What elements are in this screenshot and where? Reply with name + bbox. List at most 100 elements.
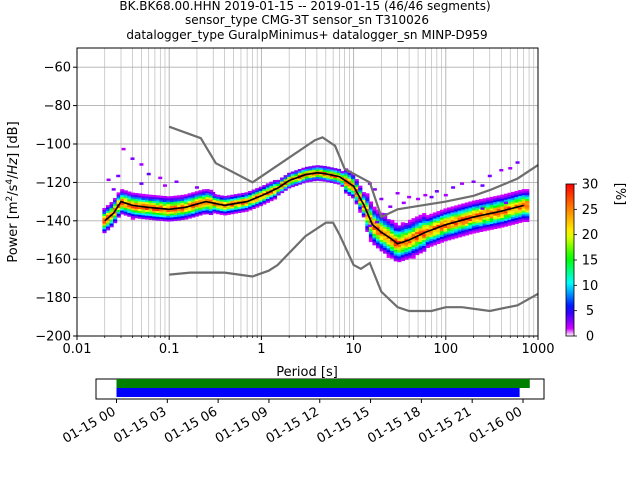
histogram-cell [105,208,111,212]
histogram-cell [347,172,352,175]
histogram-cell [489,225,494,228]
histogram-cell [496,216,501,219]
histogram-cell [432,214,437,217]
histogram-cell [475,220,480,224]
histogram-cell [187,212,192,215]
histogram-cell [436,228,441,231]
histogram-cell [518,207,523,210]
histogram-cell [283,175,288,178]
histogram-cell [368,211,374,214]
histogram-cell [208,207,214,210]
histogram-cell [518,211,523,214]
histogram-cell [525,204,530,207]
histogram-cell [489,198,494,202]
histogram-cell [415,241,420,244]
histogram-cell [471,223,477,226]
histogram-outlier [367,224,372,228]
histogram-cell [237,206,242,210]
histogram-cell [361,215,366,218]
histogram-cell [375,213,381,216]
histogram-cell [191,205,196,208]
histogram-cell [304,174,310,177]
histogram-cell [450,210,455,213]
histogram-cell [315,170,320,174]
histogram-cell [244,192,249,195]
histogram-cell [425,216,430,220]
histogram-cell [315,165,320,168]
histogram-cell [407,242,413,246]
histogram-cell [386,232,391,235]
histogram-cell [340,182,345,185]
histogram-cell [397,240,402,243]
histogram-cell [233,211,239,214]
histogram-cell [329,167,334,170]
histogram-cell [486,209,491,212]
histogram-cell [155,218,160,221]
histogram-cell [468,211,473,214]
histogram-cell [233,207,239,210]
histogram-cell [461,203,466,206]
histogram-cell [233,194,239,197]
histogram-cell [383,218,388,222]
histogram-cell [301,179,306,182]
histogram-cell [230,210,235,213]
histogram-cell [425,224,430,227]
histogram-cell [180,217,185,221]
histogram-cell [386,253,391,256]
histogram-cell [436,230,441,233]
histogram-cell [375,234,381,237]
histogram-cell [425,234,430,237]
histogram-cell [340,180,345,183]
histogram-cell [393,255,398,258]
histogram-cell [162,203,167,206]
histogram-cell [290,179,295,182]
histogram-cell [407,252,413,255]
histogram-cell [443,208,448,211]
histogram-cell [443,233,448,236]
histogram-cell [145,200,150,203]
histogram-cell [237,195,242,198]
x-tick-label: 0.01 [63,342,92,357]
histogram-cell [518,199,523,202]
histogram-outlier [158,176,163,180]
histogram-cell [248,190,253,194]
histogram-cell [496,199,501,202]
histogram-cell [308,173,313,177]
histogram-cell [319,173,324,176]
histogram-cell [237,199,242,202]
histogram-outlier [504,201,509,205]
histogram-cell [400,253,406,256]
histogram-cell [429,231,434,234]
histogram-cell [223,207,228,210]
histogram-cell [397,238,402,242]
histogram-cell [375,219,381,222]
histogram-cell [141,211,146,214]
histogram-cell [525,219,530,223]
histogram-cell [429,215,434,218]
histogram-cell [379,222,384,225]
histogram-cell [447,236,452,239]
histogram-cell [521,198,526,201]
histogram-cell [475,219,480,222]
histogram-cell [280,177,285,180]
histogram-cell [184,201,189,205]
histogram-cell [375,240,381,243]
histogram-cell [372,220,377,223]
histogram-cell [386,226,391,230]
histogram-cell [255,188,260,191]
histogram-cell [454,230,459,233]
histogram-cell [187,199,192,202]
histogram-cell [116,207,121,210]
histogram-cell [383,216,388,220]
histogram-cell [468,218,473,222]
histogram-cell [351,180,356,184]
histogram-cell [159,203,164,206]
histogram-cell [312,165,317,168]
histogram-cell [319,165,324,168]
histogram-cell [162,213,167,216]
histogram-outlier [451,186,456,189]
histogram-cell [411,256,416,259]
histogram-cell [510,199,516,202]
histogram-cell [177,204,182,208]
histogram-cell [173,199,178,202]
